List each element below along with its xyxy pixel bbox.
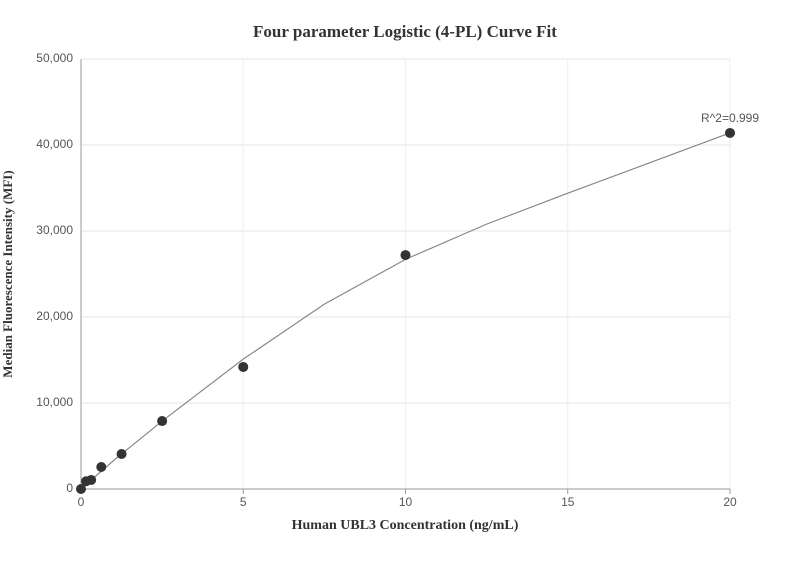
y-tick-label: 0: [66, 481, 73, 495]
data-point: [238, 361, 249, 372]
fit-curve: [80, 132, 731, 490]
x-tick-label: 0: [78, 495, 85, 509]
x-tick-label: 10: [399, 495, 413, 509]
y-tick-label: 40,000: [36, 137, 73, 151]
annotation: R^2=0.999: [701, 111, 759, 125]
x-tick-label: 20: [723, 495, 737, 509]
y-tick-label: 10,000: [36, 395, 73, 409]
data-point: [86, 474, 97, 485]
data-point: [400, 250, 411, 261]
data-point: [725, 127, 735, 138]
y-tick-label: 30,000: [36, 223, 73, 237]
data-point: [96, 461, 107, 472]
data-point: [157, 416, 168, 427]
y-tick-label: 50,000: [36, 51, 73, 65]
x-axis-label: Human UBL3 Concentration (ng/mL): [292, 518, 519, 533]
x-tick-label: 5: [240, 495, 247, 509]
chart-title: Four parameter Logistic (4-PL) Curve Fit: [253, 22, 557, 41]
data-point: [116, 448, 127, 459]
data-point: [76, 484, 86, 494]
y-axis-label: Median Fluorescence Intensity (MFI): [0, 170, 15, 377]
x-tick-label: 15: [561, 495, 575, 509]
y-tick-label: 20,000: [36, 309, 73, 323]
